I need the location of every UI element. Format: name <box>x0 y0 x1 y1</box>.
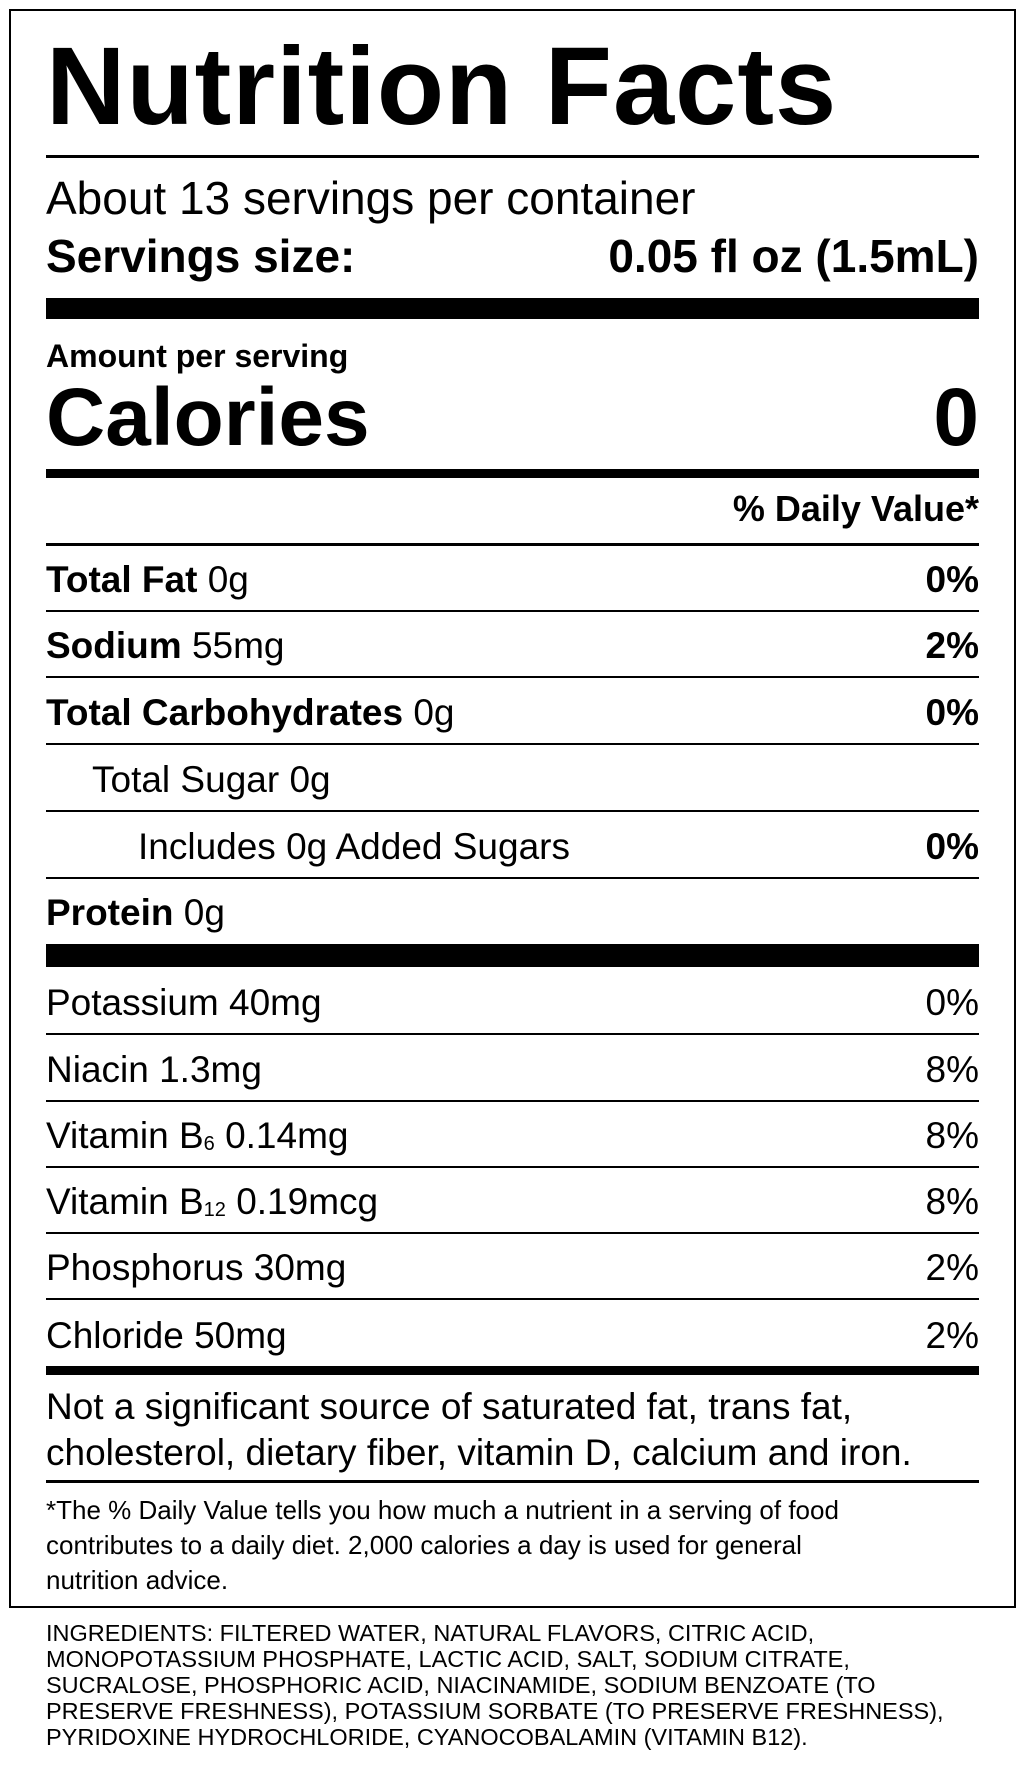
vitamin-dv: 2% <box>925 1315 979 1356</box>
vitamin-amount: 0.19mcg <box>236 1181 379 1222</box>
vitamin-name-group: Chloride 50mg <box>46 1314 287 1358</box>
vitamin-dv: 8% <box>925 1181 979 1222</box>
vitamin-row: Vitamin B6 0.14mg 8% <box>46 1114 979 1158</box>
vitamin-name-group: Niacin 1.3mg <box>46 1048 262 1092</box>
nutrient-name-group: Total Carbohydrates 0g <box>46 691 454 735</box>
nutrient-name-group: Total Sugar 0g <box>46 758 331 802</box>
ingredients-line: PYRIDOXINE HYDROCHLORIDE, CYANOCOBALAMIN… <box>46 1724 808 1750</box>
nutrient-name: Protein <box>46 892 174 933</box>
nutrient-name-group: Includes 0g Added Sugars <box>46 825 570 869</box>
nutrient-amount: 0g <box>207 559 249 600</box>
footnote-line: nutrition advice. <box>46 1565 229 1595</box>
rule <box>46 610 979 612</box>
not-significant-line: cholesterol, dietary fiber, vitamin D, c… <box>46 1432 912 1473</box>
label-border <box>9 9 1016 1608</box>
nutrient-dv: 0% <box>925 692 979 733</box>
footnote-line: contributes to a daily diet. 2,000 calor… <box>46 1530 802 1560</box>
vitamin-name: Vitamin B <box>46 1115 204 1156</box>
rule <box>46 1232 979 1234</box>
rule <box>46 810 979 812</box>
ingredients-line: PRESERVE FRESHNESS), POTASSIUM SORBATE (… <box>46 1698 944 1724</box>
nutrient-row: Total Carbohydrates 0g 0% <box>46 691 979 735</box>
calories-value: 0 <box>933 372 979 463</box>
vitamin-amount: 0.14mg <box>225 1115 349 1156</box>
vitamin-name-group: Vitamin B12 0.19mcg <box>46 1180 378 1224</box>
vitamin-row: Vitamin B12 0.19mcg 8% <box>46 1180 979 1224</box>
vitamin-dv: 2% <box>925 1247 979 1288</box>
rule <box>46 1480 979 1483</box>
vitamin-subscript: 6 <box>203 1133 215 1155</box>
rule <box>46 743 979 745</box>
vitamin-name: Vitamin B <box>46 1181 204 1222</box>
nutrient-dv: 0% <box>925 826 979 867</box>
title: Nutrition Facts <box>46 25 838 148</box>
vitamin-name-group: Phosphorus 30mg <box>46 1246 346 1290</box>
calories-label: Calories <box>46 372 370 463</box>
vitamin-name: Niacin 1.3mg <box>46 1049 262 1090</box>
nutrient-row: Sodium 55mg 2% <box>46 624 979 668</box>
nutrient-name: Total Carbohydrates <box>46 692 404 733</box>
ingredients-line: INGREDIENTS: FILTERED WATER, NATURAL FLA… <box>46 1620 815 1646</box>
vitamin-row: Niacin 1.3mg 8% <box>46 1048 979 1092</box>
nutrient-amount: 0g <box>413 692 455 733</box>
vitamin-name-group: Vitamin B6 0.14mg <box>46 1114 349 1158</box>
thick-rule <box>46 944 979 967</box>
vitamin-name: Chloride 50mg <box>46 1315 287 1356</box>
amount-per-serving: Amount per serving <box>46 338 349 374</box>
rule <box>46 676 979 678</box>
serving-size-label: Servings size: <box>46 230 356 282</box>
nutrient-name-group: Protein 0g <box>46 891 225 935</box>
vitamin-row: Phosphorus 30mg 2% <box>46 1246 979 1290</box>
rule <box>46 155 979 158</box>
vitamin-subscript: 12 <box>203 1199 226 1221</box>
nutrient-row: Includes 0g Added Sugars 0% <box>46 825 979 869</box>
thick-rule <box>46 298 979 319</box>
ingredients-line: SUCRALOSE, PHOSPHORIC ACID, NIACINAMIDE,… <box>46 1672 876 1698</box>
rule <box>46 1298 979 1300</box>
serving-size-value: 0.05 fl oz (1.5mL) <box>608 230 979 282</box>
rule <box>46 543 979 546</box>
rule <box>46 877 979 879</box>
vitamin-dv: 0% <box>925 982 979 1023</box>
nutrient-amount: 55mg <box>191 625 285 666</box>
footnote-line: *The % Daily Value tells you how much a … <box>46 1495 839 1525</box>
vitamin-name: Phosphorus 30mg <box>46 1247 347 1288</box>
vitamin-dv: 8% <box>925 1049 979 1090</box>
vitamin-row: Chloride 50mg 2% <box>46 1314 979 1358</box>
nutrient-name: Total Sugar 0g <box>92 759 331 800</box>
vitamin-row: Potassium 40mg 0% <box>46 981 979 1025</box>
nutrient-row: Total Fat 0g 0% <box>46 558 979 602</box>
daily-value-header: % Daily Value* <box>732 488 979 529</box>
not-significant-line: Not a significant source of saturated fa… <box>46 1386 853 1427</box>
servings-per-container: About 13 servings per container <box>46 172 696 224</box>
medium-rule <box>46 469 979 478</box>
serving-size: Servings size: 0.05 fl oz (1.5mL) <box>46 230 979 282</box>
nutrient-row: Total Sugar 0g <box>46 758 979 802</box>
nutrient-name-group: Total Fat 0g <box>46 558 249 602</box>
nutrient-dv: 2% <box>925 625 979 666</box>
ingredients-line: MONOPOTASSIUM PHOSPHATE, LACTIC ACID, SA… <box>46 1646 850 1672</box>
nutrient-name: Sodium <box>46 625 182 666</box>
nutrient-name: Total Fat <box>46 559 198 600</box>
nutrient-dv: 0% <box>925 559 979 600</box>
rule <box>46 1033 979 1035</box>
rule <box>46 1166 979 1168</box>
nutrient-name: Includes 0g Added Sugars <box>138 826 570 867</box>
vitamin-name: Potassium 40mg <box>46 982 322 1023</box>
vitamin-name-group: Potassium 40mg <box>46 981 322 1025</box>
rule <box>46 1100 979 1102</box>
nutrient-name-group: Sodium 55mg <box>46 624 285 668</box>
vitamin-dv: 8% <box>925 1115 979 1156</box>
calories-row: Calories 0 <box>46 372 979 464</box>
nutrient-amount: 0g <box>183 892 225 933</box>
nutrient-row: Protein 0g <box>46 891 979 935</box>
medium-rule <box>46 1366 979 1375</box>
